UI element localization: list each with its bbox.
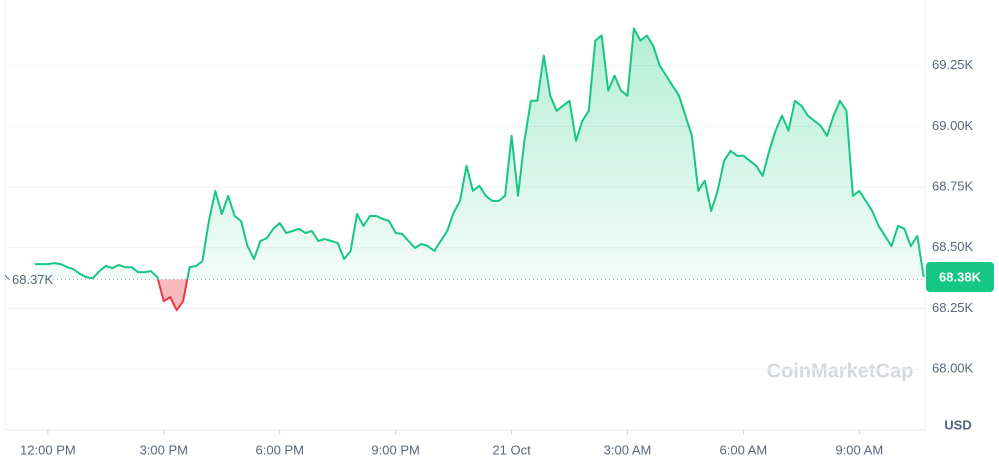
- price-line: [35, 27, 925, 312]
- y-tick-label: 69.00K: [932, 118, 974, 133]
- y-tick-label: 68.25K: [932, 300, 974, 315]
- x-tick-label: 6:00 AM: [720, 442, 768, 457]
- y-tick-label: 68.00K: [932, 361, 974, 376]
- x-tick-label: 9:00 AM: [835, 442, 883, 457]
- currency-label: USD: [944, 417, 971, 432]
- last-price-label: 68.38K: [939, 269, 982, 284]
- last-price-badge: [926, 261, 994, 292]
- y-tick-label: 68.75K: [932, 178, 974, 193]
- y-tick-label: 68.50K: [932, 239, 974, 254]
- x-tick-label: 12:00 PM: [20, 442, 76, 457]
- x-tick-label: 3:00 PM: [140, 442, 188, 457]
- baseline-tick: [4, 275, 10, 280]
- x-tick-label: 21 Oct: [492, 442, 531, 457]
- y-tick-label: 69.25K: [932, 57, 974, 72]
- area: [35, 28, 924, 311]
- watermark: CoinMarketCap: [767, 360, 914, 382]
- x-tick-label: 6:00 PM: [256, 442, 304, 457]
- x-tick-label: 3:00 AM: [604, 442, 652, 457]
- x-tick-label: 9:00 PM: [371, 442, 419, 457]
